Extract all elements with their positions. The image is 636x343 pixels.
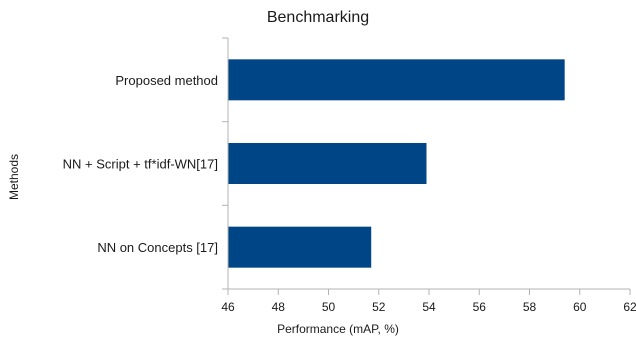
x-axis-ticks bbox=[227, 289, 631, 295]
bar bbox=[228, 226, 372, 268]
category-label: NN + Script + tf*idf-WN[17] bbox=[63, 157, 218, 172]
x-tick-labels: 46 48 50 52 54 56 58 60 62 bbox=[221, 300, 636, 314]
y-axis-label: Methods bbox=[7, 154, 21, 200]
x-tick-label: 62 bbox=[623, 300, 636, 314]
plot-area: Proposed method NN + Script + tf*idf-WN[1… bbox=[63, 37, 636, 314]
category-label: NN on Concepts [17] bbox=[97, 240, 218, 255]
x-tick-label: 56 bbox=[473, 300, 487, 314]
bar bbox=[228, 143, 427, 184]
x-tick-label: 46 bbox=[221, 300, 235, 314]
x-tick-label: 48 bbox=[272, 300, 286, 314]
chart-title: Benchmarking bbox=[267, 9, 369, 26]
x-tick-label: 60 bbox=[573, 300, 587, 314]
y-axis-ticks bbox=[222, 37, 228, 290]
category-label: Proposed method bbox=[115, 73, 218, 88]
x-tick-label: 50 bbox=[322, 300, 336, 314]
x-tick-label: 54 bbox=[422, 300, 436, 314]
bars-group bbox=[228, 59, 565, 268]
x-tick-label: 52 bbox=[372, 300, 386, 314]
x-axis-label: Performance (mAP, %) bbox=[277, 322, 399, 336]
x-tick-label: 58 bbox=[523, 300, 537, 314]
bar bbox=[228, 59, 565, 101]
category-labels: Proposed method NN + Script + tf*idf-WN[1… bbox=[63, 73, 218, 255]
